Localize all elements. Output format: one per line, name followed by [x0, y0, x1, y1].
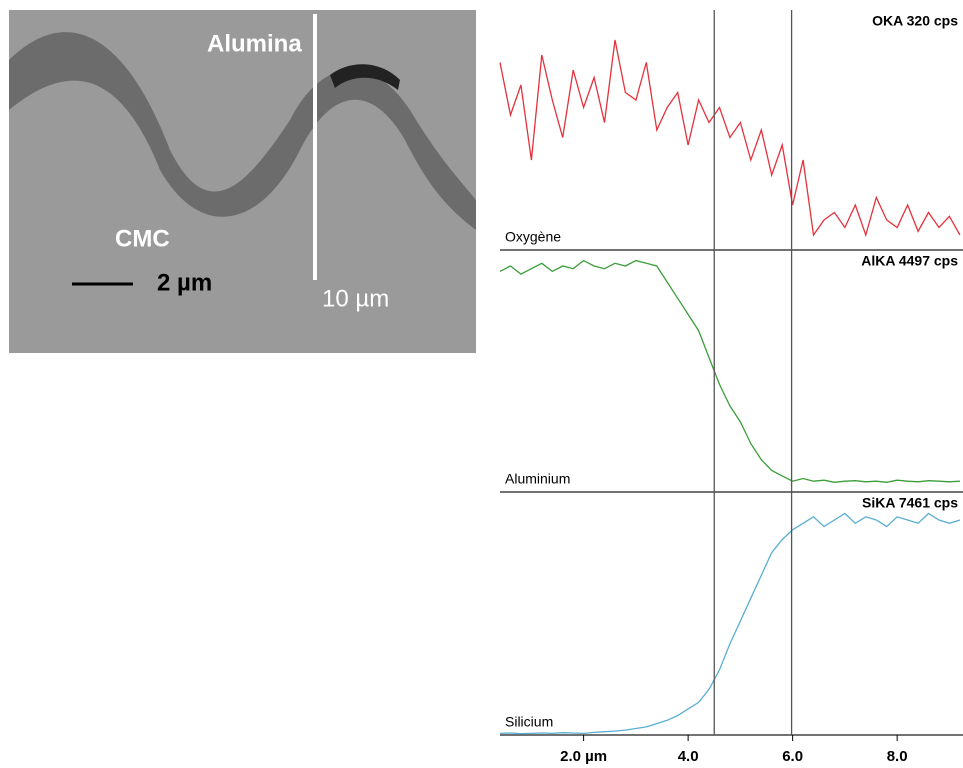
x-tick-label: 8.0 [887, 748, 908, 765]
profile-line [499, 39, 961, 238]
panel-label: AlKA 4497 cps [861, 253, 958, 269]
series-name: Silicium [505, 714, 553, 730]
dark-region [330, 64, 400, 90]
micrograph: Alumina CMC 2 µm 10 µm [9, 10, 476, 353]
label-scan-length: 10 µm [322, 285, 389, 312]
panel-label: OKA 320 cps [872, 13, 958, 29]
x-tick-label: 6.0 [782, 748, 803, 765]
series-name: Aluminium [505, 471, 570, 487]
x-tick-label: 4.0 [678, 748, 699, 765]
label-scale: 2 µm [157, 269, 212, 296]
interface-band [9, 32, 476, 230]
profile-line [499, 512, 961, 735]
profile-line [499, 259, 960, 483]
label-alumina: Alumina [207, 30, 302, 57]
label-cmc: CMC [115, 225, 170, 252]
series-name: Oxygène [505, 229, 561, 245]
panel-label: SiKA 7461 cps [862, 495, 958, 511]
x-tick-label: 2.0 µm [560, 748, 607, 765]
